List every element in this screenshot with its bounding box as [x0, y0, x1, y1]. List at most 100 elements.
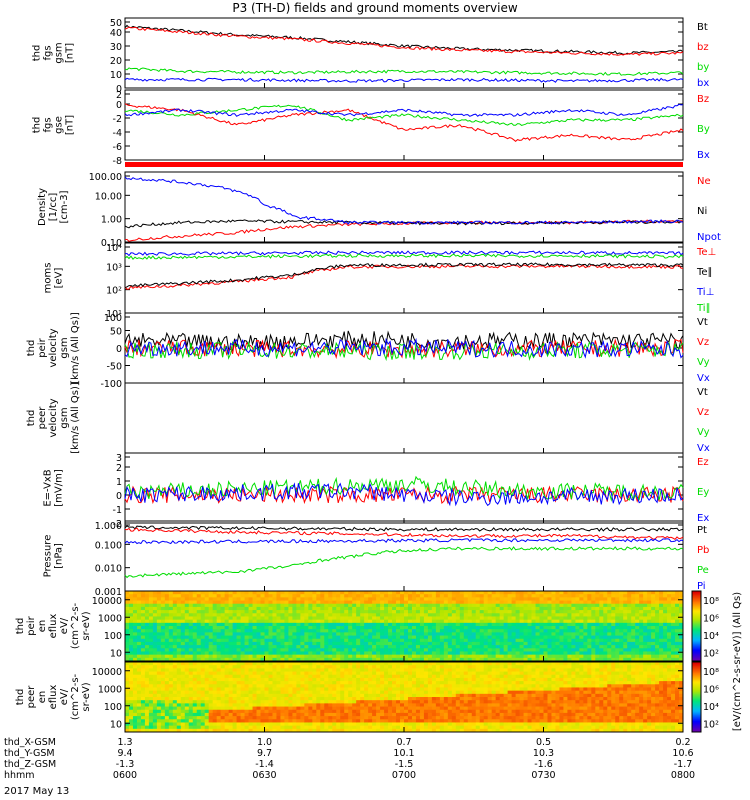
spectrogram-cell: [320, 632, 325, 636]
spectrogram-cell: [404, 677, 409, 682]
legend-label: Ne: [697, 176, 711, 187]
spectrogram-cell: [236, 597, 241, 601]
spectrogram-cell: [172, 641, 178, 646]
spectrogram-cell: [352, 606, 357, 611]
spectrogram-cell: [228, 622, 234, 627]
spectrogram-cell: [659, 597, 664, 601]
spectrogram-cell: [272, 594, 277, 598]
spectrogram-cell: [356, 712, 361, 717]
spectrogram-cell: [336, 674, 341, 679]
spectrogram-cell: [663, 616, 668, 621]
spectrogram-cell: [304, 725, 309, 730]
spectrogram-cell: [479, 616, 485, 621]
spectrogram-cell: [244, 719, 249, 723]
spectrogram-cell: [308, 690, 313, 695]
spectrogram-cell: [396, 719, 401, 723]
spectrogram-cell: [563, 641, 568, 646]
spectrogram-cell: [180, 722, 186, 727]
spectrogram-cell: [511, 645, 516, 649]
spectrogram-cell: [168, 603, 174, 608]
spectrogram-cell: [140, 629, 146, 633]
spectrogram-cell: [336, 728, 341, 733]
spectrogram-cell: [216, 697, 222, 701]
spectrogram-cell: [248, 719, 253, 723]
pressure-ylabel-line: Pressure: [43, 535, 54, 578]
spectrogram-cell: [635, 654, 640, 659]
spectrogram-cell: [651, 619, 656, 624]
spectrogram-cell: [392, 597, 397, 601]
spectrogram-cell: [232, 665, 237, 669]
spectrogram-cell: [396, 629, 401, 633]
spectrogram-cell: [419, 594, 425, 598]
spectrogram-cell: [603, 645, 608, 649]
spectrogram-cell: [156, 641, 162, 646]
spectrogram-cell: [172, 591, 178, 595]
spectrogram-cell: [587, 626, 592, 630]
spectrogram-cell: [324, 662, 329, 666]
spectrogram-cell: [439, 645, 445, 649]
spectrogram-cell: [208, 600, 214, 605]
spectrogram-cell: [236, 638, 241, 643]
peir_vel-ylabel-line: thd: [26, 340, 37, 357]
spectrogram-cell: [427, 597, 433, 601]
spectrogram-cell: [356, 719, 361, 723]
spectrogram-cell: [567, 629, 572, 633]
spectrogram-cell: [535, 619, 540, 624]
spectrogram-cell: [296, 603, 301, 608]
spectrogram-cell: [160, 709, 166, 714]
spectrogram-cell: [419, 603, 425, 608]
spectrogram-cell: [639, 641, 644, 646]
spectrogram-cell: [296, 651, 301, 656]
spectrogram-cell: [132, 622, 138, 627]
spectrogram-cell: [296, 703, 301, 707]
spectrogram-cell: [419, 632, 425, 636]
fgs_gsm-ylabel-line: thd: [32, 45, 43, 62]
spectrogram-cell: [160, 725, 166, 730]
spectrogram-cell: [248, 687, 253, 692]
spectrogram-cell: [519, 613, 524, 617]
spectrogram-cell: [419, 648, 425, 652]
spectrogram-cell: [376, 613, 381, 617]
spectrogram-cell: [300, 606, 305, 611]
spectrogram-cell: [419, 662, 425, 666]
spectrogram-cell: [148, 597, 154, 601]
spectrogram-cell: [591, 638, 596, 643]
spectrogram-cell: [308, 619, 313, 624]
spectrogram-cell: [184, 700, 190, 704]
spectrogram-cell: [244, 603, 249, 608]
spectrogram-cell: [184, 632, 190, 636]
spectrogram-cell: [336, 709, 341, 714]
spectrogram-cell: [172, 622, 178, 627]
spectrogram-cell: [571, 622, 576, 627]
spectrogram-cell: [388, 719, 393, 723]
spectrogram-cell: [312, 725, 317, 730]
spectrogram-cell: [523, 600, 528, 605]
spectrogram-cell: [208, 728, 214, 733]
spectrogram-cell: [344, 635, 349, 640]
spectrogram-cell: [503, 645, 509, 649]
spectrogram-cell: [679, 619, 684, 624]
spectrogram-cell: [475, 657, 481, 662]
spectrogram-cell: [284, 594, 289, 598]
spectrogram-cell: [176, 635, 182, 640]
spectrogram-cell: [328, 619, 333, 624]
series-line-Bz: [124, 103, 684, 142]
spectrogram-cell: [208, 674, 214, 679]
spectrogram-cell: [439, 651, 445, 656]
spectrogram-cell: [659, 651, 664, 656]
spectrogram-cell: [380, 591, 385, 595]
spectrogram-cell: [184, 693, 190, 698]
spectrogram-cell: [272, 638, 277, 643]
spectrogram-cell: [643, 629, 648, 633]
spectrogram-cell: [380, 597, 385, 601]
spectrogram-cell: [619, 657, 624, 662]
spectrogram-cell: [340, 722, 345, 727]
spectrogram-cell: [232, 629, 237, 633]
spectrogram-cell: [256, 719, 261, 723]
spectrogram-cell: [392, 719, 397, 723]
spectrogram-cell: [344, 616, 349, 621]
spectrogram-cell: [411, 626, 417, 630]
spectrogram-cell: [380, 622, 385, 627]
spectrogram-cell: [252, 591, 257, 595]
spectrogram-cell: [332, 665, 337, 669]
